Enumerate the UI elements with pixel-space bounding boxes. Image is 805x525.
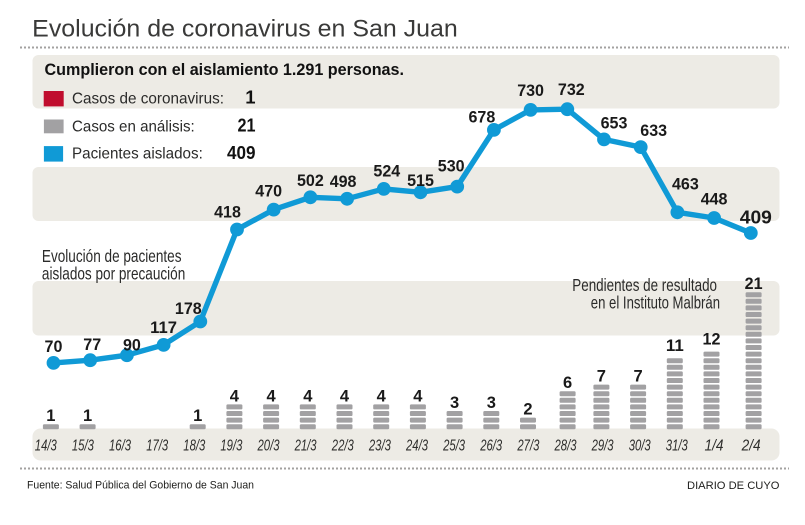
svg-text:2: 2: [523, 401, 532, 419]
svg-text:178: 178: [175, 300, 202, 318]
svg-text:498: 498: [330, 173, 357, 191]
svg-text:409: 409: [227, 142, 256, 163]
svg-text:Pendientes de resultado: Pendientes de resultado: [572, 275, 717, 295]
svg-text:Casos en análisis:: Casos en análisis:: [72, 119, 195, 136]
svg-text:21: 21: [745, 275, 763, 293]
svg-text:Fuente: Salud Pública del Gobi: Fuente: Salud Pública del Gobierno de Sa…: [27, 480, 254, 492]
svg-text:21: 21: [238, 115, 256, 136]
svg-text:70: 70: [45, 338, 63, 356]
svg-text:Evolución de pacientes: Evolución de pacientes: [42, 246, 182, 266]
svg-text:117: 117: [150, 319, 177, 337]
svg-text:Casos de coronavirus:: Casos de coronavirus:: [72, 91, 224, 108]
svg-text:DIARIO DE CUYO: DIARIO DE CUYO: [687, 480, 780, 492]
svg-text:4: 4: [267, 387, 277, 405]
svg-text:4: 4: [303, 387, 313, 405]
svg-text:3: 3: [450, 394, 459, 412]
svg-text:90: 90: [123, 337, 141, 355]
svg-text:448: 448: [701, 190, 728, 208]
svg-text:11: 11: [666, 337, 684, 355]
svg-text:aislados por precaución: aislados por precaución: [42, 264, 185, 284]
svg-text:633: 633: [640, 122, 667, 140]
svg-text:470: 470: [255, 183, 282, 201]
svg-text:730: 730: [517, 82, 544, 100]
svg-text:Cumplieron con el aislamiento: Cumplieron con el aislamiento 1.291 pers…: [45, 61, 405, 79]
svg-text:12: 12: [703, 331, 721, 349]
svg-text:16/3: 16/3: [109, 438, 131, 455]
svg-text:19/3: 19/3: [220, 438, 242, 455]
svg-text:732: 732: [558, 81, 585, 99]
svg-text:14/3: 14/3: [35, 438, 57, 455]
svg-text:en el Instituto Malbrán: en el Instituto Malbrán: [591, 293, 720, 313]
svg-text:25/3: 25/3: [442, 438, 465, 455]
svg-text:6: 6: [563, 374, 572, 392]
svg-text:463: 463: [672, 175, 699, 193]
svg-text:21/3: 21/3: [294, 438, 317, 455]
svg-text:1: 1: [83, 407, 92, 425]
svg-text:1: 1: [193, 407, 202, 425]
svg-text:653: 653: [601, 114, 628, 132]
svg-text:23/3: 23/3: [368, 438, 391, 455]
svg-text:7: 7: [634, 368, 643, 386]
svg-text:515: 515: [407, 172, 434, 190]
svg-text:4: 4: [377, 387, 387, 405]
svg-text:77: 77: [83, 336, 101, 354]
svg-text:7: 7: [597, 368, 606, 386]
svg-text:Evolución de coronavirus en Sa: Evolución de coronavirus en San Juan: [32, 15, 458, 42]
svg-text:2/4: 2/4: [741, 438, 761, 455]
svg-text:17/3: 17/3: [146, 438, 168, 455]
svg-text:530: 530: [438, 158, 465, 176]
svg-text:678: 678: [469, 108, 496, 126]
svg-text:409: 409: [740, 207, 772, 228]
svg-text:18/3: 18/3: [183, 438, 205, 455]
svg-text:4: 4: [413, 387, 423, 405]
svg-text:4: 4: [340, 387, 350, 405]
svg-text:1: 1: [245, 87, 255, 108]
svg-text:20/3: 20/3: [257, 438, 280, 455]
svg-text:27/3: 27/3: [517, 438, 540, 455]
svg-text:24/3: 24/3: [405, 438, 428, 455]
svg-text:28/3: 28/3: [554, 438, 577, 455]
svg-text:524: 524: [373, 162, 401, 180]
svg-text:4: 4: [230, 387, 240, 405]
svg-text:31/3: 31/3: [666, 438, 688, 455]
svg-text:3: 3: [487, 394, 496, 412]
svg-text:29/3: 29/3: [591, 438, 614, 455]
svg-text:26/3: 26/3: [479, 438, 502, 455]
svg-text:22/3: 22/3: [331, 438, 354, 455]
svg-text:30/3: 30/3: [629, 438, 651, 455]
svg-text:1/4: 1/4: [705, 438, 724, 455]
svg-text:1: 1: [46, 407, 55, 425]
svg-text:Pacientes aislados:: Pacientes aislados:: [72, 146, 203, 163]
svg-text:15/3: 15/3: [72, 438, 94, 455]
svg-text:418: 418: [214, 204, 241, 222]
svg-text:502: 502: [297, 172, 324, 190]
